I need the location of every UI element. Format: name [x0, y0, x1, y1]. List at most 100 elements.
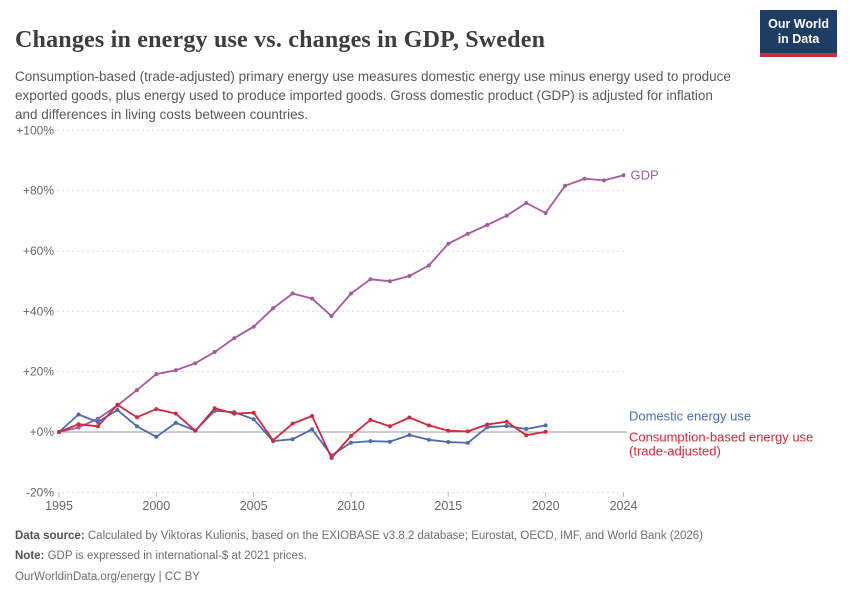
series-point [95, 420, 100, 424]
series-point [329, 455, 334, 460]
series-point [290, 421, 295, 426]
series-point [582, 176, 587, 181]
series-point [115, 402, 120, 407]
series-point [446, 440, 451, 444]
series-point [543, 429, 548, 434]
series-point [251, 410, 256, 415]
y-tick-label: +80% [23, 184, 54, 198]
series-point [57, 430, 61, 434]
series-point [465, 429, 470, 434]
series-point [232, 336, 237, 341]
series-end-label: Consumption-based energy use [629, 430, 813, 445]
series-point [232, 411, 237, 416]
series-point [193, 428, 198, 433]
x-tick-label: 2005 [240, 499, 268, 513]
series-point [134, 424, 139, 429]
series-point [134, 388, 139, 393]
series-point [485, 422, 490, 427]
series-point [563, 183, 568, 188]
chart-canvas: +100% +80% +60% +40% +20% +0% -20%1995 2000 2005… [16, 123, 813, 513]
series-point [251, 417, 256, 422]
series-point [504, 424, 509, 428]
series-point [407, 415, 412, 420]
x-tick-label: 1995 [45, 499, 73, 513]
series-point [349, 291, 353, 296]
series-point [310, 427, 315, 432]
series-point [543, 423, 548, 428]
series-point [543, 211, 548, 215]
page-subtitle: Consumption-based (trade-adjusted) prima… [15, 68, 731, 123]
series-point [173, 420, 178, 425]
series-point [465, 440, 470, 445]
series-point [173, 411, 178, 416]
series-point [621, 173, 626, 178]
series-point [504, 213, 509, 218]
series-point [407, 274, 412, 278]
series-point [310, 296, 315, 301]
y-tick-label: +60% [23, 244, 54, 258]
y-tick-label: -20% [26, 485, 54, 499]
footer-link: OurWorldinData.org/energy | CC BY [15, 570, 200, 583]
x-tick-label: 2015 [434, 499, 462, 513]
line-chart: +100% +80% +60% +40% +20% +0% -20% 1995 2000 2005… [0, 112, 850, 524]
series-point [154, 372, 159, 377]
series-point [446, 428, 451, 433]
series-point [115, 408, 120, 412]
series-point [95, 416, 100, 421]
y-tick-label: +100% [16, 123, 54, 137]
series-point [173, 368, 178, 373]
series-point [290, 437, 295, 442]
series-point [329, 314, 334, 319]
series-point [426, 437, 431, 442]
series-point [154, 434, 159, 439]
series-point [310, 414, 315, 418]
series-point [504, 419, 509, 424]
series-point [446, 241, 451, 246]
series-point [485, 223, 490, 227]
series-point [426, 423, 431, 428]
x-tick-label: 2024 [610, 499, 638, 513]
footer-source-line: Data source: Calculated by Viktoras Kuli… [15, 526, 825, 546]
y-tick-label: +40% [23, 304, 54, 318]
series-point [387, 439, 392, 444]
series-point [134, 415, 139, 420]
series-point [349, 440, 353, 445]
series-point [426, 263, 431, 268]
page-title: Changes in energy use vs. changes in GDP… [15, 27, 546, 54]
series-point [368, 277, 373, 282]
y-tick-label: +0% [30, 425, 55, 439]
footer-note-text: GDP is expressed in international-$ at 2… [44, 550, 307, 563]
owid-logo-line1: Our World [768, 17, 829, 31]
series-point [407, 433, 412, 437]
footer-note-line: Note: GDP is expressed in international-… [15, 546, 825, 566]
chart-footer: Data source: Calculated by Viktoras Kuli… [15, 526, 825, 587]
series-point [271, 438, 276, 443]
series-point [212, 350, 217, 354]
series-point [95, 424, 100, 429]
series-end-label: (trade-adjusted) [629, 444, 721, 459]
series-point [602, 178, 606, 183]
series-end-label: GDP [631, 167, 659, 182]
footer-source-label: Data source: [15, 530, 85, 542]
owid-logo: Our World in Data [760, 10, 837, 57]
series-point [349, 433, 353, 438]
series-point [193, 361, 198, 366]
series-point [368, 439, 373, 444]
series-point [524, 427, 529, 431]
series-line-domestic [58, 409, 547, 457]
footer-source-text: Calculated by Viktoras Kulionis, based o… [84, 530, 704, 542]
series-point [76, 412, 81, 417]
series-end-label: Domestic energy use [629, 408, 751, 423]
series-point [524, 201, 529, 205]
series-point [76, 425, 81, 430]
series-point [387, 279, 392, 284]
x-tick-label: 2020 [532, 499, 560, 513]
series-line-consumption [58, 403, 547, 459]
series-point [212, 406, 217, 411]
x-tick-label: 2010 [337, 499, 365, 513]
y-tick-label: +20% [23, 365, 54, 379]
series-point [271, 306, 276, 311]
series-point [76, 422, 81, 427]
series-point [251, 324, 256, 329]
series-point [387, 424, 392, 429]
